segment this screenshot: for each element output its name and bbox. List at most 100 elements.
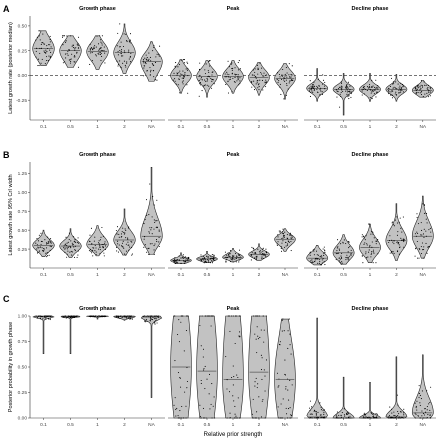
data-point [418,392,420,395]
data-point [148,316,150,318]
data-point [101,55,103,57]
data-point [263,75,265,77]
data-point [399,92,401,94]
data-point [200,382,202,385]
data-point [286,83,288,85]
data-point [178,417,180,419]
data-point [181,77,183,79]
data-point [40,243,42,245]
data-point [417,257,419,259]
data-point [350,96,352,98]
data-point [125,243,127,245]
data-point [264,375,266,377]
data-point [236,256,238,258]
data-point [347,241,349,243]
data-point [341,86,343,88]
data-point [207,258,209,260]
data-point [156,322,158,324]
data-point [35,56,37,58]
data-point [65,316,67,318]
data-point [200,84,202,86]
data-point [74,47,76,49]
data-point [262,399,264,401]
data-point [43,248,45,250]
data-point [372,415,374,417]
data-point [155,56,157,58]
data-point [260,369,263,371]
data-point [337,252,340,254]
data-point [258,89,260,91]
data-point [417,87,419,89]
data-point [337,91,339,93]
data-point [64,41,67,43]
data-point [396,216,398,218]
data-point [69,62,72,64]
data-point [200,417,202,419]
data-point [90,227,93,229]
data-point [211,417,213,419]
data-point [311,86,313,88]
data-point [310,85,312,87]
data-point [429,95,431,97]
data-point [315,257,317,259]
data-point [175,260,177,262]
data-point [88,250,90,252]
x-tick-label-a-1: 1 [232,124,235,130]
data-point [116,316,118,318]
data-point [69,246,71,248]
data-point [365,416,367,418]
data-point [364,237,366,239]
data-point [320,417,322,419]
points-b-1-0 [173,254,190,265]
data-point [340,81,342,83]
data-point [131,318,133,320]
data-point [234,342,236,345]
data-point [117,32,119,34]
data-point [199,62,201,64]
data-point [67,241,69,243]
x-tick-label-c-2: 1 [369,422,372,428]
data-point [77,66,80,68]
data-point [423,204,426,206]
data-point [398,244,400,246]
points-b-0-3 [115,226,134,256]
data-point [149,67,151,69]
y-tick-label-b: 1.25 [18,171,28,177]
data-point [291,79,293,81]
data-point [426,92,428,94]
data-point [238,249,241,251]
data-point [416,231,418,233]
data-point [73,246,75,248]
data-point [286,234,288,236]
data-point [130,317,132,320]
data-point [339,261,341,264]
data-point [154,323,156,325]
data-point [77,47,79,49]
data-point [103,255,105,257]
data-point [63,316,65,319]
violin-c-0-4 [140,315,163,398]
points-c-0-3 [116,315,133,321]
data-point [76,256,78,258]
data-point [339,417,341,419]
data-point [128,51,130,53]
data-point [232,67,234,69]
data-point [425,212,428,214]
y-tick-label-a: 0.50 [18,24,28,30]
data-point [130,240,132,242]
data-point [371,241,373,243]
data-point [429,401,431,404]
data-point [201,260,203,262]
data-point [276,78,278,81]
data-point [263,254,265,256]
data-point [376,91,378,93]
data-point [186,84,188,86]
data-point [154,221,156,223]
data-point [425,411,427,413]
data-point [117,65,119,67]
data-point [48,254,50,256]
x-tick-label-a-2: NA [419,124,426,130]
data-point [373,252,375,254]
data-point [115,246,118,248]
data-point [234,258,236,260]
